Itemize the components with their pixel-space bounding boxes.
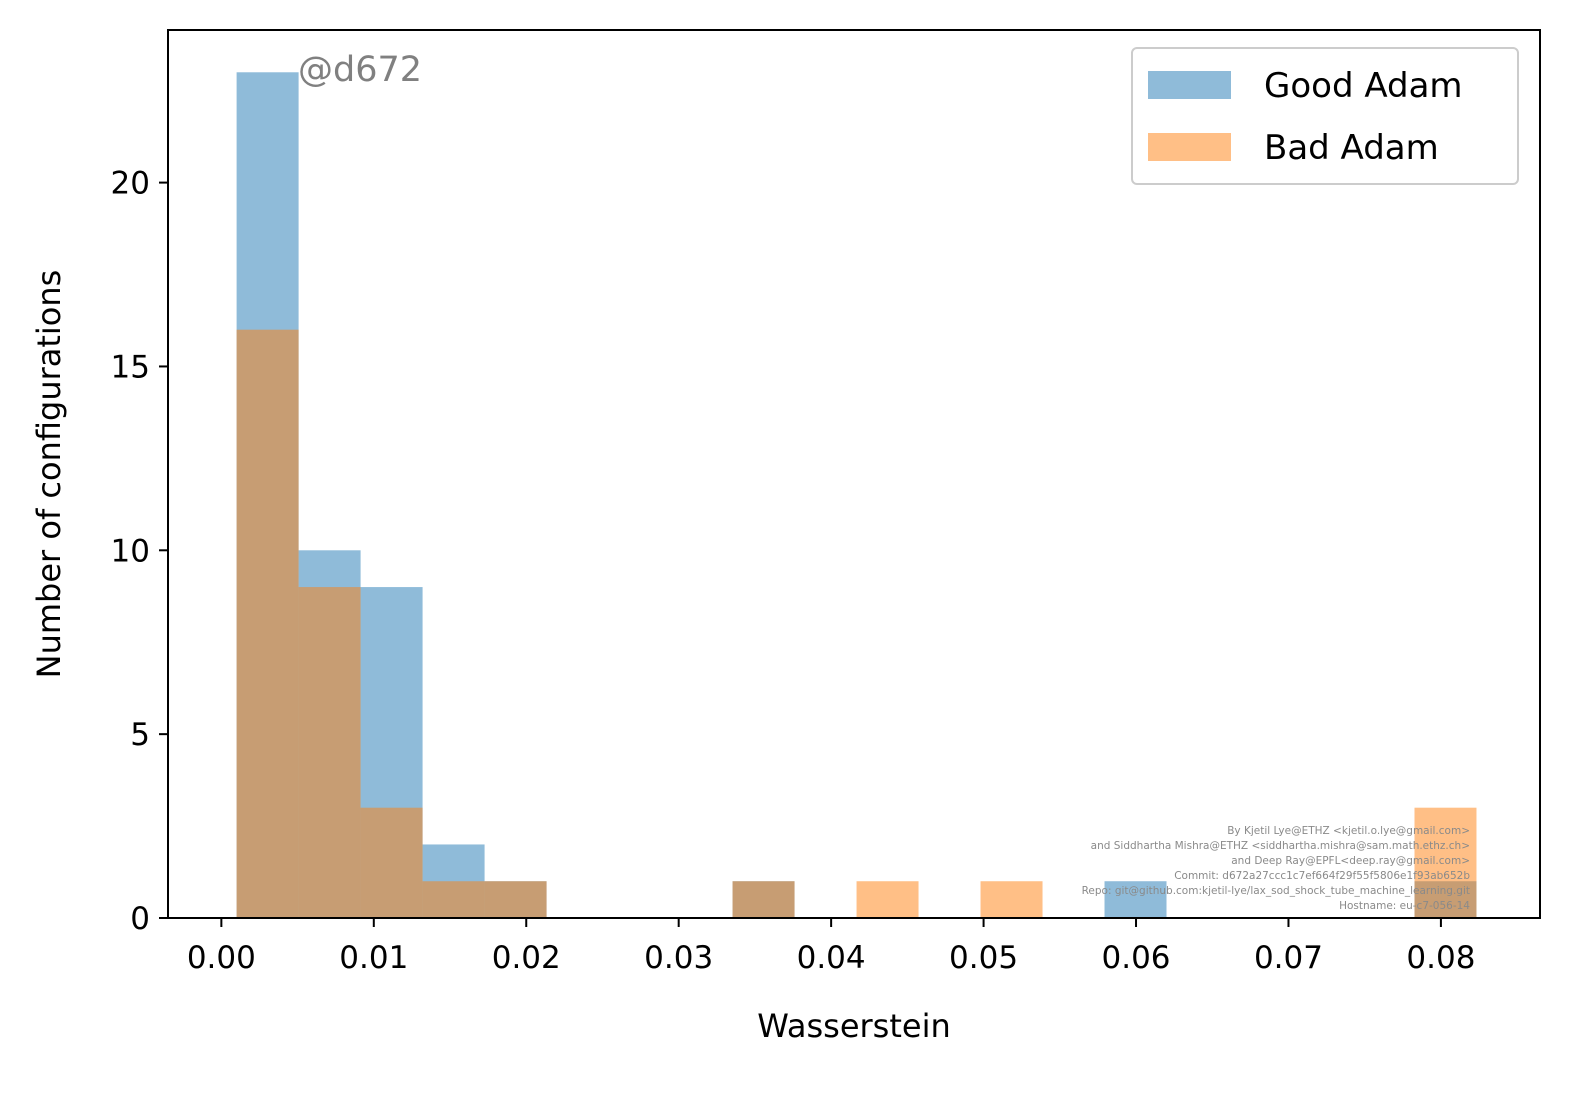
- bar-bad-adam-8: [732, 881, 795, 918]
- legend: Good Adam Bad Adam: [1131, 47, 1519, 185]
- signature-line: Hostname: eu-c7-056-14: [1339, 900, 1470, 912]
- bar-bad-adam-10: [856, 881, 919, 918]
- y-axis-title: Number of configurations: [30, 270, 68, 679]
- bar-bad-adam-1: [298, 587, 361, 918]
- signature-line: and Siddhartha Mishra@ETHZ <siddhartha.m…: [1091, 840, 1470, 852]
- bar-bad-adam-4: [484, 881, 547, 918]
- bars-group: [236, 72, 1477, 919]
- legend-swatch: [1148, 71, 1231, 99]
- x-tick-label: 0.02: [492, 940, 561, 976]
- x-tick-label: 0.08: [1406, 940, 1475, 976]
- x-tick-label: 0.04: [797, 940, 866, 976]
- bar-good-adam-14: [1104, 881, 1167, 918]
- x-axis-title: Wasserstein: [757, 1007, 950, 1045]
- y-tick-label: 10: [111, 533, 150, 569]
- legend-label: Good Adam: [1264, 66, 1463, 106]
- x-tick-label: 0.01: [339, 940, 408, 976]
- commit-tag: @d672: [298, 50, 422, 90]
- y-tick-label: 15: [111, 349, 150, 385]
- bar-bad-adam-0: [236, 329, 299, 919]
- bar-bad-adam-12: [980, 881, 1043, 918]
- legend-label: Bad Adam: [1264, 128, 1439, 168]
- x-tick-label: 0.05: [949, 940, 1018, 976]
- x-tick-label: 0.07: [1254, 940, 1323, 976]
- y-tick-label: 20: [111, 166, 150, 202]
- bar-bad-adam-3: [422, 881, 485, 918]
- y-tick-label: 5: [130, 717, 150, 753]
- signature-line: By Kjetil Lye@ETHZ <kjetil.o.lye@gmail.c…: [1227, 825, 1470, 837]
- signature-block: By Kjetil Lye@ETHZ <kjetil.o.lye@gmail.c…: [1082, 825, 1471, 912]
- x-tick-label: 0.06: [1102, 940, 1171, 976]
- x-tick-label: 0.00: [187, 940, 256, 976]
- legend-swatch: [1148, 133, 1231, 161]
- y-axis: 0 5 10 15 20: [111, 166, 168, 937]
- x-tick-label: 0.03: [644, 940, 713, 976]
- axes-frame: [167, 29, 1541, 919]
- signature-line: and Deep Ray@EPFL<deep.ray@gmail.com>: [1231, 855, 1470, 867]
- bar-bad-adam-19: [1414, 807, 1477, 918]
- y-tick-label: 0: [130, 901, 150, 937]
- bar-bad-adam-2: [360, 807, 423, 918]
- signature-line: Commit: d672a27ccc1c7ef664f29f55f5806e1f…: [1174, 870, 1470, 882]
- signature-line: Repo: git@github.com:kjetil-lye/lax_sod_…: [1082, 885, 1470, 897]
- x-axis: 0.00 0.01 0.02 0.03 0.04 0.05 0.06 0.07 0.08: [187, 918, 1475, 976]
